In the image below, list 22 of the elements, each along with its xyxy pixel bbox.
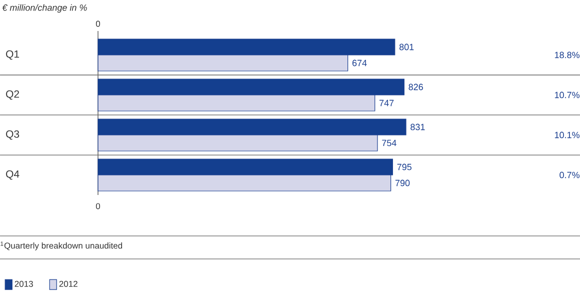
- text: 0.7%: [560, 172, 580, 178]
- chart-title: € million/change in %: [2, 4, 87, 13]
- text: 10.7%: [554, 92, 580, 98]
- text: 18.8%: [554, 52, 580, 58]
- text: 0: [96, 203, 100, 210]
- text: $^{1}$Quarterly breakdown unaudited: [0, 242, 122, 250]
- y-tick-label: Q3: [6, 130, 20, 140]
- y-tick-label: Q1: [6, 50, 20, 60]
- data-label: 674: [352, 60, 367, 66]
- legend-label: 2012: [59, 280, 78, 287]
- data-label: 826: [408, 84, 423, 90]
- data-label: 747: [380, 100, 394, 106]
- y-tick-label: Q4: [6, 170, 20, 180]
- y-tick-label: Q2: [6, 90, 20, 100]
- data-label: 801: [399, 44, 414, 50]
- data-label: 790: [395, 180, 410, 186]
- data-label: 754: [382, 140, 396, 146]
- data-label: 795: [397, 164, 412, 170]
- data-label: 831: [410, 124, 425, 130]
- legend-label: 2013: [14, 280, 33, 287]
- text: 10.1%: [554, 132, 580, 138]
- text: 0: [96, 20, 100, 27]
